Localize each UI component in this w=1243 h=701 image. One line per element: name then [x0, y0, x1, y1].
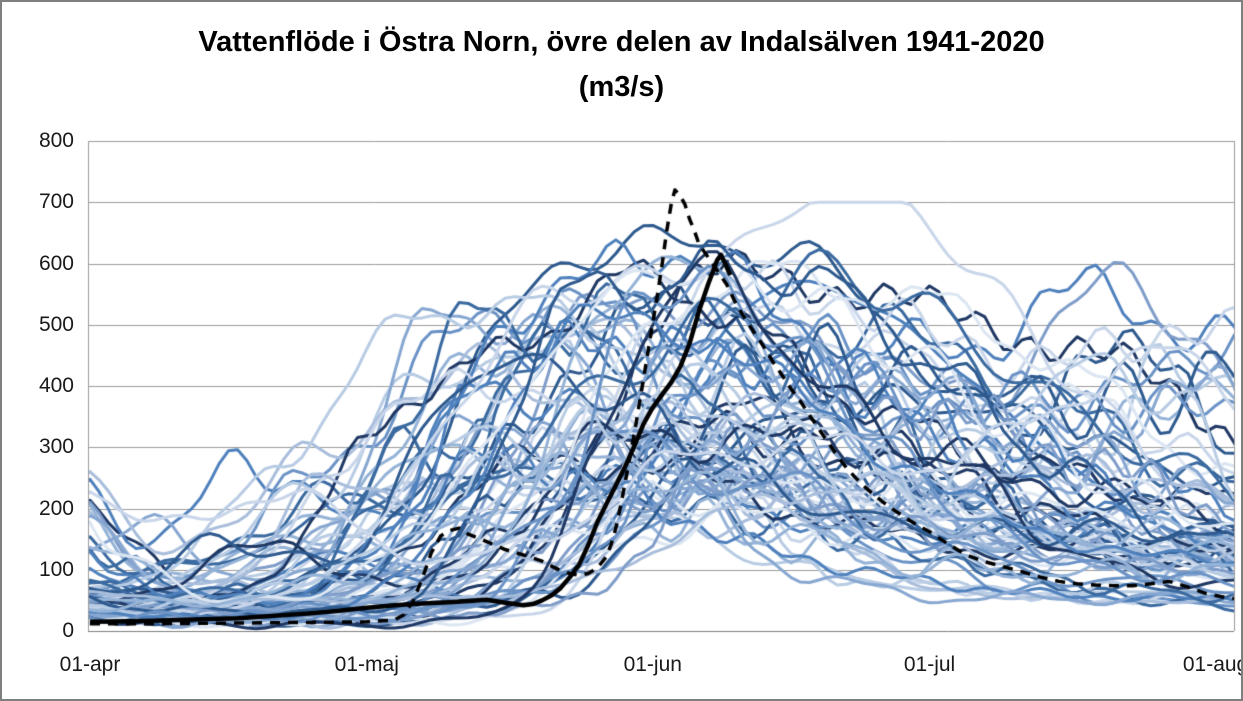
- y-tick-label: 0: [62, 619, 74, 642]
- y-tick-label: 200: [38, 496, 74, 520]
- y-tick-label: 100: [38, 557, 74, 581]
- y-tick-label: 300: [38, 435, 74, 459]
- y-tick-label: 800: [38, 129, 74, 152]
- y-tick-label: 700: [38, 190, 74, 214]
- y-tick-label: 600: [38, 251, 74, 275]
- x-tick-label: 01-aug: [1182, 653, 1243, 676]
- x-tick-label: 01-jun: [623, 653, 682, 676]
- x-tick-label: 01-jul: [903, 653, 956, 676]
- x-tick-label: 01-maj: [334, 653, 399, 676]
- y-tick-label: 400: [38, 374, 74, 397]
- y-tick-label: 500: [38, 312, 74, 336]
- x-tick-label: 01-apr: [59, 653, 121, 676]
